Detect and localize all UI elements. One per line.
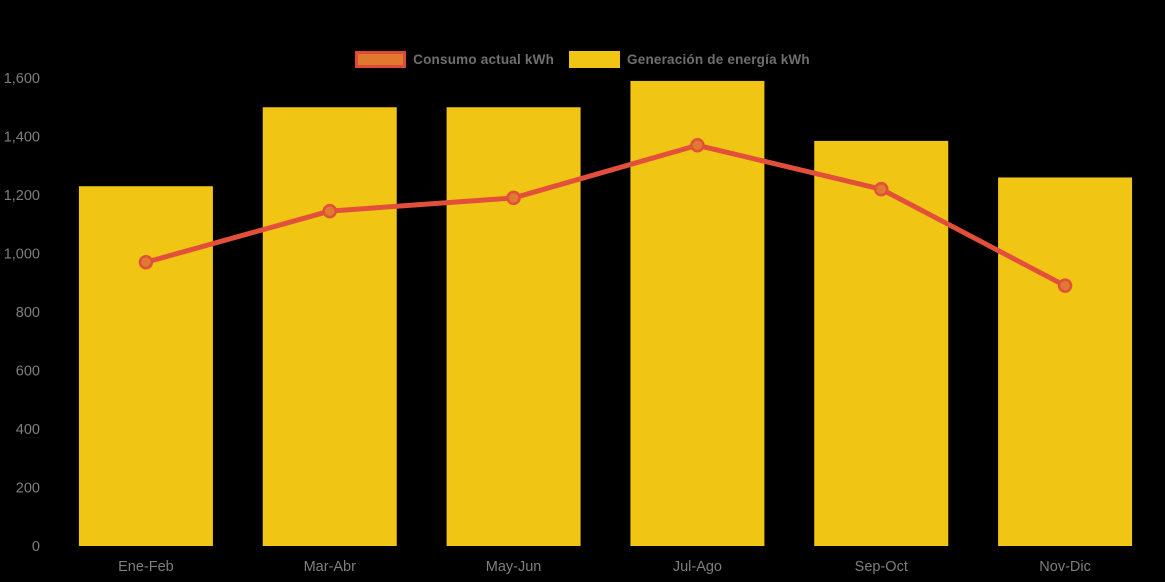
bar-mar-abr: [262, 107, 397, 546]
x-axis-label-mar-abr: Mar-Abr: [304, 559, 357, 575]
legend-item-generacion[interactable]: Generación de energía kWh: [569, 51, 810, 68]
point-jul-ago: [690, 138, 705, 153]
bar-nov-dic: [998, 177, 1133, 546]
chart-legend: Consumo actual kWh Generación de energía…: [0, 50, 1165, 69]
x-axis-label-jul-ago: Jul-Ago: [673, 559, 722, 575]
y-tick-label: 0: [32, 539, 40, 555]
legend-item-consumo[interactable]: Consumo actual kWh: [355, 51, 554, 68]
y-tick-label: 600: [16, 364, 40, 380]
x-axis-label-may-jun: May-Jun: [486, 559, 542, 575]
point-mar-abr: [322, 203, 337, 219]
consumo-line: [143, 142, 1068, 289]
y-tick-label: 400: [16, 422, 40, 438]
consumo-legend-label: Consumo actual kWh: [413, 52, 555, 67]
bar-sep-oct: [814, 140, 949, 546]
y-tick-label: 800: [16, 305, 40, 321]
consumo-legend-swatch: [355, 51, 407, 68]
y-tick-label: 1,400: [4, 130, 40, 146]
point-nov-dic: [1057, 278, 1073, 293]
bar-may-jun: [446, 107, 581, 546]
x-axis-label-nov-dic: Nov-Dic: [1039, 559, 1091, 575]
generacion-legend-swatch: [569, 51, 621, 68]
point-sep-oct: [874, 181, 889, 197]
bar-ene-feb: [78, 186, 213, 546]
y-tick-label: 1,000: [4, 247, 40, 263]
y-tick-label: 1,200: [4, 188, 40, 204]
x-axis-label-ene-feb: Ene-Feb: [118, 559, 174, 575]
point-ene-feb: [138, 255, 154, 270]
y-tick-label: 200: [16, 481, 40, 497]
generacion-legend-label: Generación de energía kWh: [627, 52, 810, 67]
point-may-jun: [506, 190, 521, 206]
y-tick-label: 1,600: [4, 71, 40, 87]
x-axis-label-sep-oct: Sep-Oct: [855, 559, 908, 575]
